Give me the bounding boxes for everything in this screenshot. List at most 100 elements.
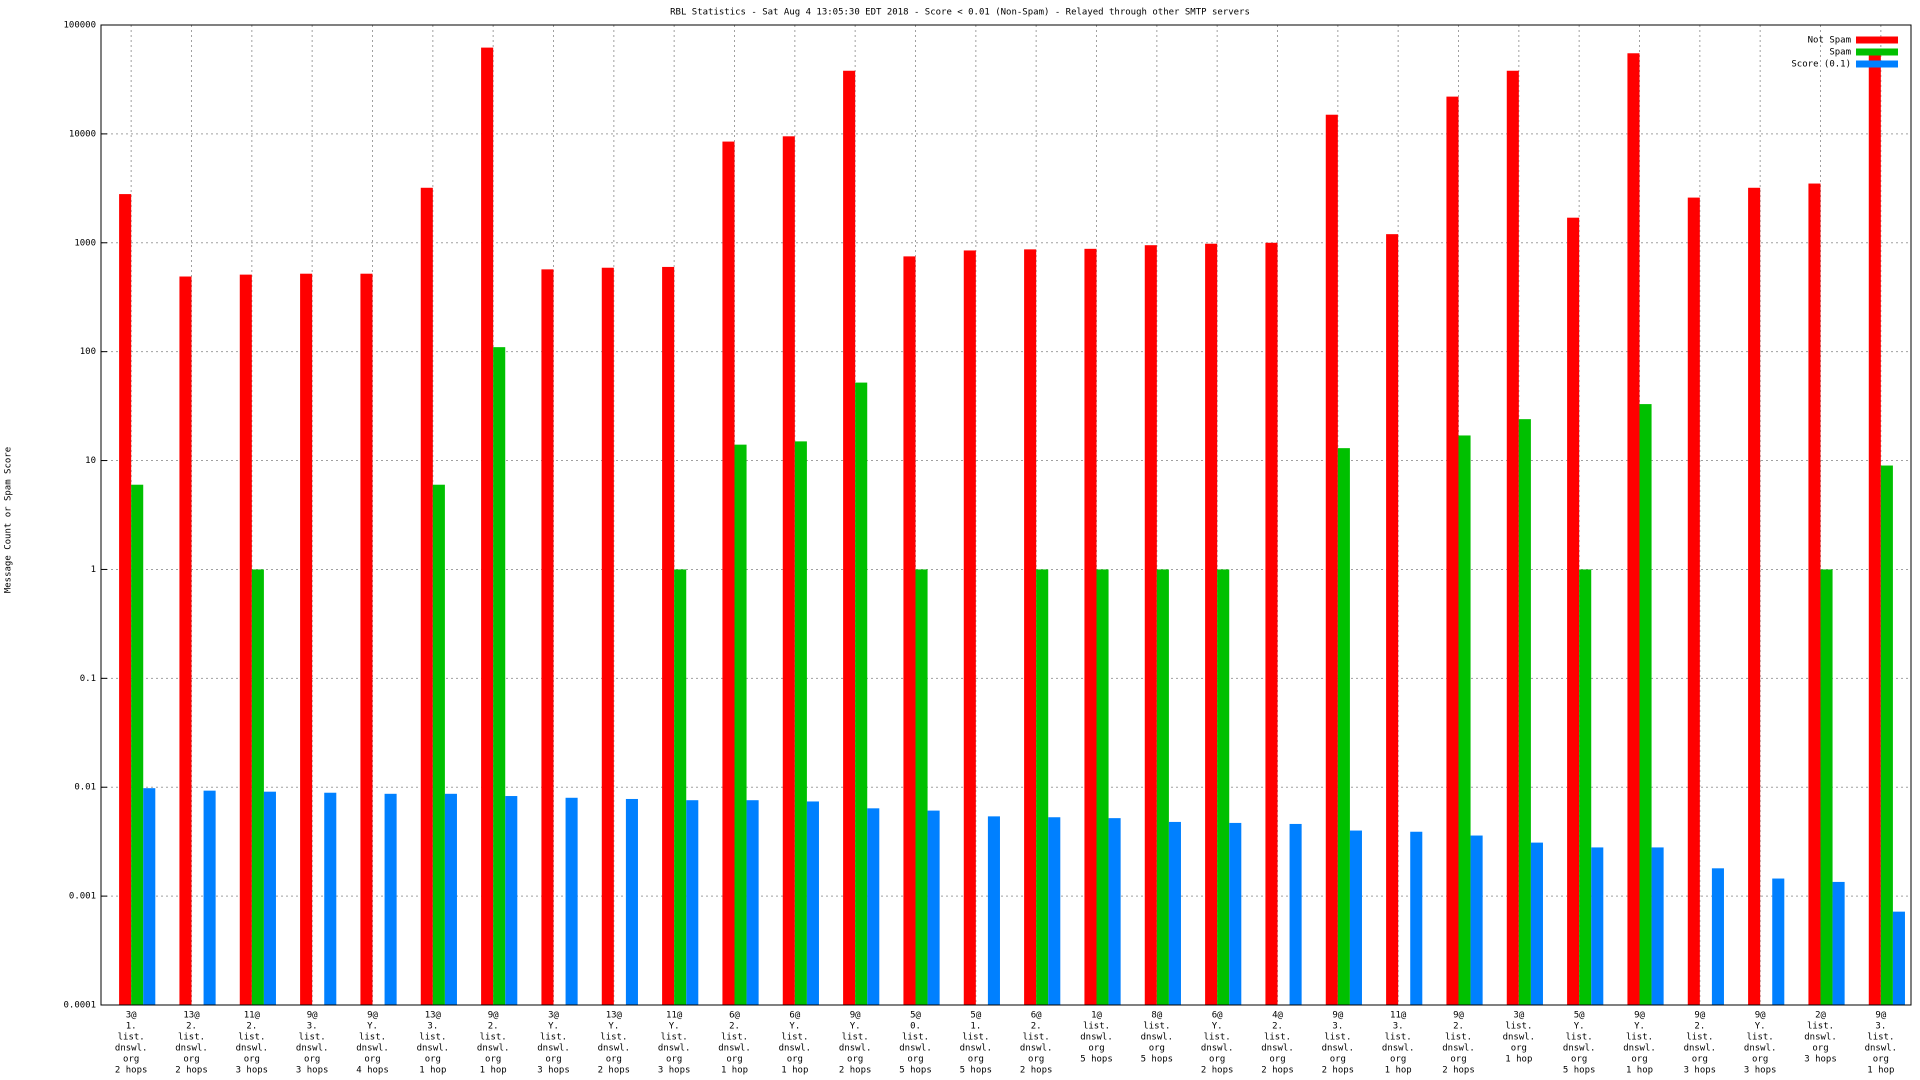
x-tick-label: dnswl.	[1865, 1044, 1898, 1054]
legend-label: Score (0.1)	[1791, 60, 1851, 70]
x-tick-label: Y.	[850, 1022, 861, 1032]
x-tick-label: org	[606, 1055, 622, 1065]
x-tick-label: 2@	[1815, 1011, 1826, 1021]
bar	[1349, 830, 1362, 1005]
x-tick-label: 2 hops	[839, 1066, 872, 1076]
x-tick-label: list.	[1143, 1022, 1170, 1032]
bar	[1229, 822, 1242, 1005]
plot-frame	[100, 24, 1912, 1006]
x-tick-label: org	[364, 1055, 380, 1065]
bar	[1024, 249, 1037, 1005]
x-tick-label: org	[1390, 1055, 1406, 1065]
bar	[324, 792, 337, 1005]
x-tick-label: org	[847, 1055, 863, 1065]
x-tick-label: 3@	[1513, 1011, 1524, 1021]
x-tick-label: org	[1752, 1055, 1768, 1065]
x-tick-label: 5@	[970, 1011, 981, 1021]
y-tick-label: 100000	[63, 21, 96, 31]
x-tick-label: org	[1028, 1055, 1044, 1065]
bar	[1108, 818, 1121, 1005]
y-tick-label: 10000	[69, 129, 96, 139]
bar	[384, 793, 397, 1005]
x-tick-label: 3.	[1332, 1022, 1343, 1032]
x-tick-label: list.	[962, 1033, 989, 1043]
bar	[1567, 217, 1580, 1005]
x-tick-label: 9@	[1332, 1011, 1343, 1021]
x-tick-label: org	[1209, 1055, 1225, 1065]
x-tick-label: 4 hops	[356, 1066, 389, 1076]
legend-label: Not Spam	[1808, 36, 1851, 46]
bar	[1217, 569, 1230, 1005]
x-tick-label: org	[244, 1055, 260, 1065]
bar	[203, 790, 216, 1005]
bar	[963, 250, 976, 1006]
x-tick-label: org	[666, 1055, 682, 1065]
x-tick-label: dnswl.	[417, 1044, 450, 1054]
x-tick-label: dnswl.	[175, 1044, 208, 1054]
x-tick-label: 1 hop	[1385, 1066, 1412, 1076]
x-tick-label: list.	[600, 1033, 627, 1043]
x-tick-label: list.	[1867, 1033, 1894, 1043]
x-tick-label: 1 hop	[419, 1066, 446, 1076]
bar	[746, 800, 759, 1005]
bar	[420, 187, 433, 1005]
bar	[1808, 183, 1821, 1006]
y-tick-label: 0.1	[80, 674, 96, 684]
bar	[1748, 187, 1761, 1005]
x-tick-label: 9@	[367, 1011, 378, 1021]
legend-swatch	[1856, 48, 1898, 56]
x-tick-label: list.	[419, 1033, 446, 1043]
y-tick-label: 1000	[74, 238, 96, 248]
x-tick-label: 1.	[970, 1022, 981, 1032]
bar	[1868, 49, 1881, 1006]
bar	[1096, 569, 1109, 1005]
x-tick-label: org	[1812, 1044, 1828, 1054]
bar	[1048, 817, 1061, 1005]
y-axis-label: Message Count or Spam Score	[4, 447, 14, 593]
x-tick-label: dnswl.	[537, 1044, 570, 1054]
x-tick-label: 3 hops	[537, 1066, 570, 1076]
bar	[143, 788, 156, 1005]
x-tick-label: org	[1873, 1055, 1889, 1065]
bar	[855, 382, 868, 1005]
bar	[179, 276, 192, 1006]
y-tick-label: 0.0001	[63, 1001, 96, 1011]
chart-title: RBL Statistics - Sat Aug 4 13:05:30 EDT …	[670, 8, 1250, 18]
x-tick-label: Y.	[367, 1022, 378, 1032]
bar	[662, 266, 675, 1005]
bar	[1687, 197, 1700, 1005]
x-tick-label: 2.	[246, 1022, 257, 1032]
x-tick-label: 6@	[1031, 1011, 1042, 1021]
x-tick-label: org	[787, 1055, 803, 1065]
x-tick-label: dnswl.	[1382, 1044, 1415, 1054]
bar	[843, 70, 856, 1005]
x-tick-label: list.	[1445, 1033, 1472, 1043]
x-tick-label: Y.	[1634, 1022, 1645, 1032]
bar	[782, 136, 795, 1005]
bar	[1156, 569, 1169, 1005]
x-tick-label: 11@	[666, 1011, 683, 1021]
bar	[674, 569, 687, 1005]
x-tick-label: Y.	[789, 1022, 800, 1032]
x-tick-label: list.	[781, 1033, 808, 1043]
bar	[1168, 821, 1181, 1005]
x-tick-label: 3 hops	[658, 1066, 691, 1076]
x-tick-label: list.	[1204, 1033, 1231, 1043]
x-tick-label: 1@	[1091, 1011, 1102, 1021]
x-tick-label: dnswl.	[1744, 1044, 1777, 1054]
x-tick-label: dnswl.	[356, 1044, 389, 1054]
x-tick-label: org	[1269, 1055, 1285, 1065]
x-tick-label: 3 hops	[1684, 1066, 1717, 1076]
x-tick-label: list.	[902, 1033, 929, 1043]
bar	[493, 347, 506, 1006]
bar	[1651, 847, 1664, 1005]
x-tick-label: org	[1692, 1055, 1708, 1065]
x-tick-label: dnswl.	[1684, 1044, 1717, 1054]
bar	[541, 269, 554, 1005]
x-tick-label: 1 hop	[721, 1066, 748, 1076]
x-tick-label: list.	[299, 1033, 326, 1043]
x-tick-label: dnswl.	[1442, 1044, 1475, 1054]
x-tick-label: 3.	[1875, 1022, 1886, 1032]
x-tick-label: 3 hops	[1744, 1066, 1777, 1076]
x-tick-label: 13@	[183, 1011, 200, 1021]
